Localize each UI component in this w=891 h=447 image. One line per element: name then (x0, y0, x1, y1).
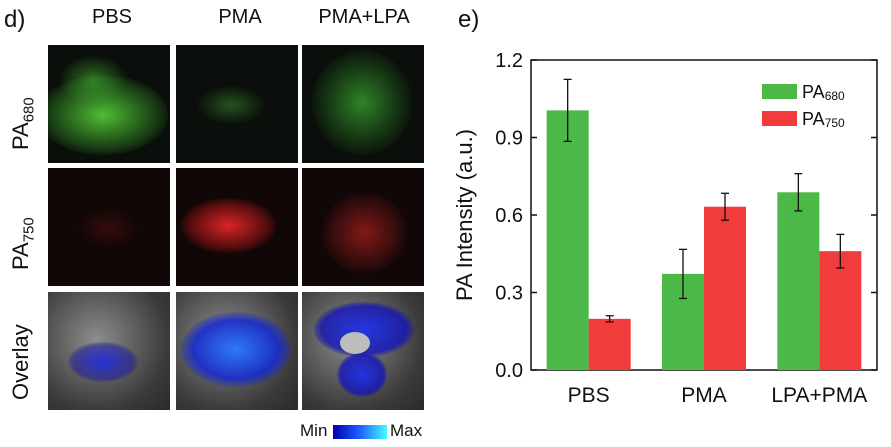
bar-pa680-lpa+pma (777, 192, 820, 370)
image-pa680-pma (176, 45, 298, 163)
row-label-overlay: Overlay (8, 324, 33, 400)
column-title-pma: PMA (218, 6, 262, 28)
colorbar-min-label: Min (300, 421, 328, 440)
y-tick-label: 1.2 (495, 50, 523, 72)
legend-swatch-pa750 (762, 111, 797, 126)
row-label-pa750: PA750 (8, 217, 38, 270)
x-tick-label: PMA (681, 384, 727, 407)
x-tick-label: LPA+PMA (771, 384, 867, 407)
image-pa750-pbs (48, 168, 170, 286)
panel-e-letter: e) (458, 6, 480, 33)
bar-chart: 0.0 0.3 0.6 0.9 1.2 PA Intensity (a.u.) PBS PMA… (452, 50, 878, 407)
bar-pa680-pbs (546, 110, 589, 370)
legend-swatch-pa680 (762, 84, 797, 99)
image-overlay-pbs (48, 292, 170, 410)
column-title-pma-lpa: PMA+LPA (318, 6, 410, 28)
legend-label-pa750: PA750 (802, 109, 845, 130)
legend-label-pa680: PA680 (802, 82, 845, 103)
row-label-pa680: PA680 (8, 97, 38, 150)
y-axis-label: PA Intensity (a.u.) (452, 129, 477, 301)
y-tick-label: 0.3 (495, 283, 523, 305)
bar-pa750-lpa+pma (819, 251, 862, 370)
colorbar-max-label: Max (390, 421, 423, 440)
x-tick-label: PBS (568, 384, 610, 407)
image-overlay-pma-lpa (302, 292, 424, 410)
y-tick-label: 0.6 (495, 205, 523, 227)
column-title-pbs: PBS (91, 6, 133, 28)
y-tick-label: 0.0 (495, 360, 523, 382)
colorbar-gradient (333, 425, 387, 439)
bar-pa750-pbs (588, 318, 631, 370)
panel-d-letter: d) (4, 6, 26, 33)
image-pa680-pbs (48, 45, 170, 163)
y-tick-label: 0.9 (495, 128, 523, 150)
image-overlay-pma (176, 292, 298, 410)
bar-pa750-pma (704, 206, 746, 370)
image-pa680-pma-lpa (302, 45, 424, 163)
image-pa750-pma-lpa (302, 168, 424, 286)
image-pa750-pma (176, 168, 298, 286)
